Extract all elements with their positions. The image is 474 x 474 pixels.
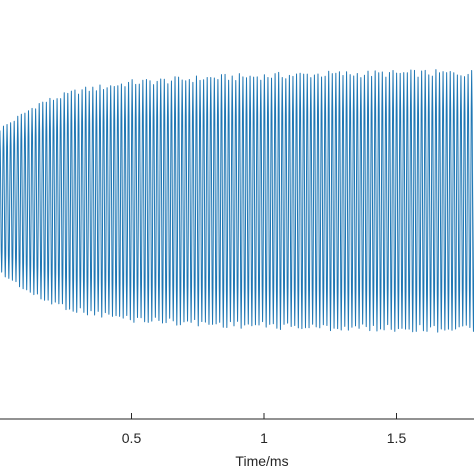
x-tick-layer: 0.511.52 xyxy=(122,413,407,446)
plot-area: 0.511.52 xyxy=(0,69,474,446)
x-tick-label: 1.5 xyxy=(387,430,407,446)
x-tick-label: 0.5 xyxy=(122,430,142,446)
x-tick-label: 1 xyxy=(260,430,268,446)
x-axis-label: Time/ms xyxy=(235,453,288,469)
series-layer xyxy=(0,69,474,333)
series-line xyxy=(0,69,474,333)
